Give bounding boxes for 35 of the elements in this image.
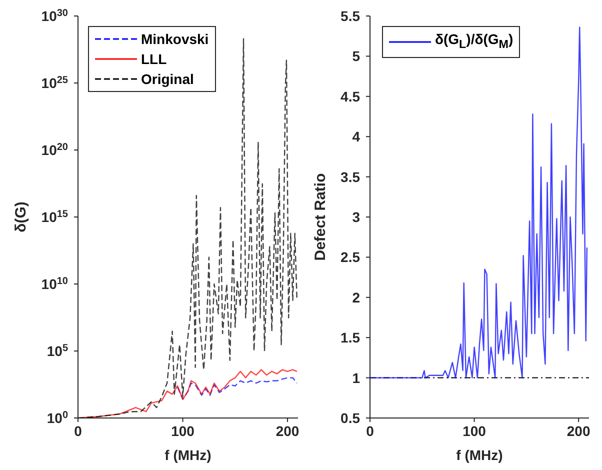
x-tick-label: 100 [462, 422, 486, 439]
y-tick-label: 10$^{30}$ [41, 8, 68, 24]
y-tick-label: 0.5 [340, 410, 360, 426]
y-tick-label: 2 [352, 289, 360, 306]
y-tick-label: 3.5 [340, 168, 360, 185]
line-series [370, 26, 588, 378]
line-series [176, 377, 298, 400]
y-tick-label: 10$^{25}$ [41, 74, 68, 91]
y-tick-label: 1 [352, 370, 360, 386]
y-axis-title: Defect Ratio [312, 173, 329, 261]
x-tick-label: 200 [566, 422, 590, 439]
y-tick-label: 10$^{5}$ [46, 342, 68, 359]
y-tick-label: 10$^{0}$ [46, 410, 68, 426]
y-tick-label: 4.5 [340, 88, 360, 104]
x-tick-label: 0 [74, 422, 82, 439]
y-tick-label: 2.5 [340, 249, 360, 266]
x-axis-title: f (MHz) [456, 447, 503, 463]
y-tick-label: 10$^{10}$ [41, 276, 68, 292]
y-tick-label: 10$^{20}$ [41, 142, 68, 158]
y-tick-label: 5.5 [340, 8, 360, 24]
y-axis-title: δ(G) [12, 202, 30, 232]
x-axis-title: f (MHz) [164, 447, 212, 463]
y-tick-label: 5 [352, 48, 360, 64]
y-tick-label: 1.5 [340, 330, 360, 346]
legend-label: LLL [141, 50, 167, 69]
x-tick-label: 200 [276, 422, 300, 439]
legend-label: δ(G$_{L}$)/δ(G$_{M}$) [435, 30, 514, 53]
x-tick-label: 100 [171, 422, 195, 439]
legend-label: Minkovski [141, 30, 209, 49]
x-tick-label: 0 [366, 422, 374, 439]
y-tick-label: 3 [352, 209, 360, 225]
legend-box: δ(G$_{L}$)/δ(G$_{M}$) [382, 26, 520, 58]
legend-label: Original [141, 70, 194, 89]
y-tick-label: 10$^{15}$ [41, 208, 68, 225]
y-tick-label: 4 [352, 128, 360, 145]
